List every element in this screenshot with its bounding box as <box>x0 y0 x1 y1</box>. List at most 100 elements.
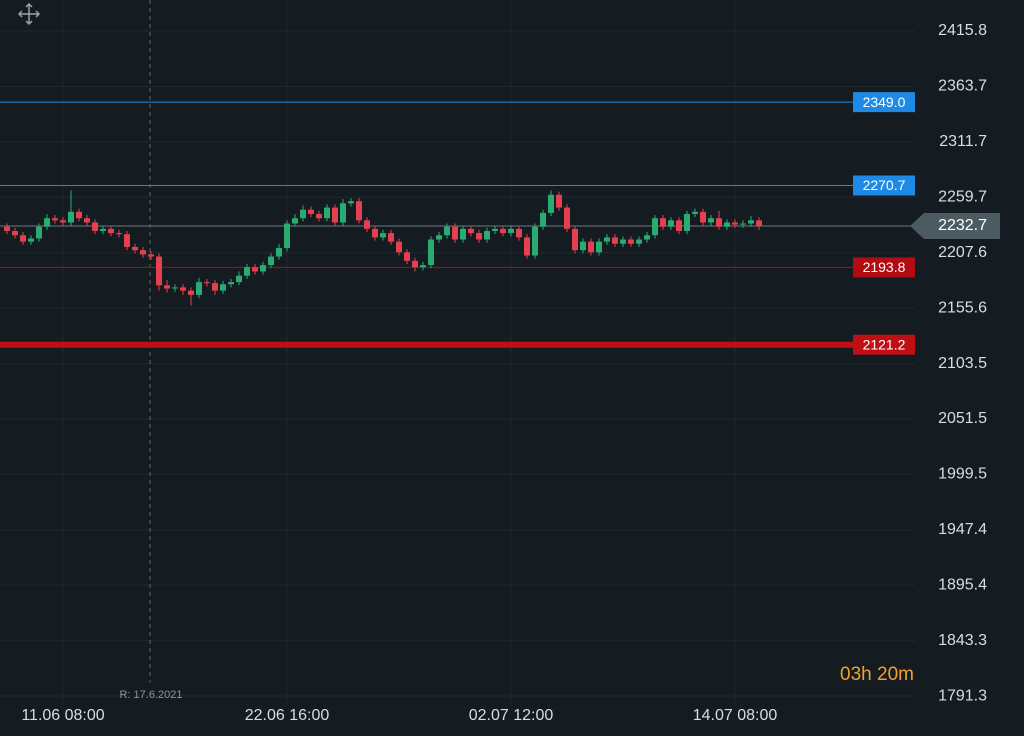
candle-body <box>684 213 690 231</box>
x-tick-label: 22.06 16:00 <box>245 707 330 724</box>
candle-body <box>556 194 562 208</box>
candle-body <box>180 287 186 291</box>
candle-body <box>572 228 578 251</box>
x-tick-label: 14.07 08:00 <box>693 707 778 724</box>
candle-body <box>708 218 714 223</box>
candle-body <box>724 222 730 227</box>
candle-body <box>692 211 698 214</box>
candle-body <box>540 212 546 227</box>
candle-body <box>500 228 506 234</box>
candle-body <box>412 260 418 268</box>
candle-body <box>628 239 634 244</box>
y-tick-label: 2051.5 <box>938 410 987 427</box>
candle-body <box>92 222 98 231</box>
candle-body <box>620 239 626 244</box>
y-tick-label: 2103.5 <box>938 355 987 372</box>
level-tag <box>853 334 915 355</box>
countdown: 03h 20m <box>840 664 914 685</box>
candle-body <box>324 207 330 219</box>
candle-body <box>156 256 162 286</box>
candle-body <box>604 237 610 242</box>
annotation: R: 17.6.2021 <box>120 689 183 701</box>
candle-body <box>308 209 314 214</box>
candle-body <box>124 234 130 247</box>
candle-body <box>340 203 346 223</box>
candle-body <box>276 248 282 257</box>
candle-body <box>132 246 138 251</box>
candle-body <box>12 230 18 236</box>
candle-body <box>444 226 450 236</box>
candle-body <box>532 226 538 256</box>
candle-body <box>76 211 82 219</box>
candle-body <box>292 218 298 224</box>
y-tick-label: 2311.7 <box>939 133 987 150</box>
candle-body <box>676 220 682 231</box>
candle-body <box>36 226 42 239</box>
candle-body <box>196 282 202 295</box>
move-icon[interactable] <box>17 2 41 26</box>
candle-body <box>172 287 178 289</box>
level-label: 2270.7 <box>863 177 906 193</box>
level-tag <box>853 257 915 278</box>
candle-body <box>428 239 434 266</box>
candle-body <box>476 233 482 240</box>
y-tick-label: 2363.7 <box>938 78 987 95</box>
candle-body <box>348 201 354 204</box>
candle-body <box>380 233 386 238</box>
y-tick-label: 2207.6 <box>938 244 987 261</box>
candle-body <box>228 282 234 285</box>
candle-body <box>420 265 426 268</box>
candle-body <box>260 265 266 272</box>
candle-body <box>508 228 514 234</box>
candle-body <box>28 238 34 242</box>
candle-body <box>244 267 250 276</box>
candle-body <box>388 233 394 242</box>
candle-body <box>60 220 66 223</box>
candle-body <box>548 194 554 213</box>
candle-body <box>212 283 218 291</box>
x-tick-label: 02.07 12:00 <box>469 707 554 724</box>
candle-body <box>436 235 442 240</box>
candle-body <box>4 226 10 231</box>
candle-body <box>316 213 322 219</box>
candle-body <box>564 207 570 229</box>
candle-body <box>748 220 754 224</box>
candle-body <box>364 220 370 229</box>
candle-body <box>612 237 618 244</box>
candle-body <box>108 228 114 234</box>
candle-body <box>644 235 650 240</box>
candle-body <box>468 228 474 234</box>
candle-body <box>484 230 490 240</box>
y-tick-label: 1895.4 <box>938 576 987 593</box>
y-tick-label: 1947.4 <box>938 521 987 538</box>
candle-body <box>372 228 378 238</box>
candle-body <box>636 239 642 244</box>
candle-body <box>460 228 466 240</box>
candle-body <box>236 275 242 283</box>
candle-body <box>588 241 594 253</box>
level-tag <box>853 92 915 113</box>
candle-body <box>300 209 306 219</box>
candle-body <box>20 235 26 242</box>
candle-body <box>164 285 170 289</box>
y-tick-label: 1843.3 <box>938 632 987 649</box>
candle-body <box>204 282 210 284</box>
candle-body <box>396 241 402 253</box>
level-tag <box>853 175 915 196</box>
last-price-label: 2232.7 <box>938 217 987 234</box>
candle-body <box>492 228 498 231</box>
candle-body <box>404 252 410 261</box>
candle-body <box>700 211 706 223</box>
candle-body <box>580 241 586 251</box>
candle-body <box>116 233 122 235</box>
candle-body <box>516 228 522 238</box>
x-tick-label: 11.06 08:00 <box>21 707 104 724</box>
candle-body <box>188 290 194 295</box>
candle-body <box>524 237 530 256</box>
candle-body <box>52 218 58 221</box>
candle-body <box>140 250 146 255</box>
last-price-tag <box>910 212 1000 239</box>
candle-body <box>660 218 666 227</box>
candle-body <box>284 223 290 249</box>
y-tick-label: 2415.8 <box>938 22 987 39</box>
